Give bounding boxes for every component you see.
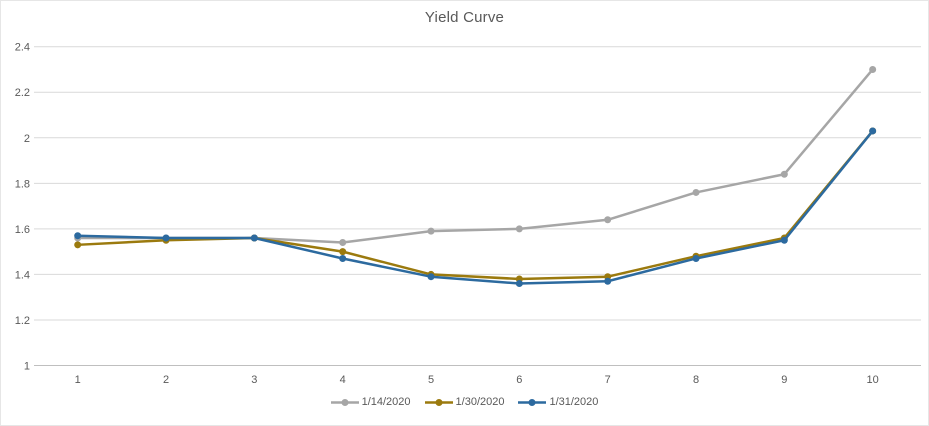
series-marker-1-31-2020 bbox=[162, 234, 170, 242]
y-axis-tick-label: 1.8 bbox=[15, 178, 30, 190]
series-marker-1-31-2020 bbox=[604, 277, 612, 285]
x-axis-tick-label: 1 bbox=[75, 374, 81, 386]
series-line-1-30-2020 bbox=[76, 129, 874, 281]
series-marker-1-14-2020 bbox=[604, 216, 612, 224]
x-axis-tick-label: 2 bbox=[163, 374, 169, 386]
y-axis-tick-label: 2 bbox=[24, 133, 30, 145]
y-axis-tick-label: 1.6 bbox=[15, 224, 30, 236]
series-marker-1-30-2020 bbox=[74, 241, 82, 249]
x-axis-tick-label: 3 bbox=[251, 374, 257, 386]
y-axis-tick-label: 1.2 bbox=[15, 315, 30, 327]
x-axis-tick-label: 6 bbox=[516, 374, 522, 386]
y-axis-tick-label: 2.2 bbox=[15, 87, 30, 99]
series-marker-1-14-2020 bbox=[692, 188, 700, 196]
series-marker-1-14-2020 bbox=[780, 170, 788, 178]
series-line-1-14-2020 bbox=[76, 68, 874, 244]
x-axis-tick-label: 5 bbox=[428, 374, 434, 386]
series-marker-1-14-2020 bbox=[427, 227, 435, 235]
legend-item-label: 1/14/2020 bbox=[361, 396, 411, 408]
series-marker-1-31-2020 bbox=[74, 232, 82, 240]
legend-line-marker-icon bbox=[518, 398, 547, 406]
series-line-1-31-2020 bbox=[76, 129, 874, 285]
series-marker-1-31-2020 bbox=[427, 273, 435, 281]
legend-item-label: 1/31/2020 bbox=[549, 396, 599, 408]
x-axis-tick-label: 4 bbox=[340, 374, 346, 386]
y-axis-tick-label: 1.4 bbox=[15, 269, 30, 281]
series-marker-1-31-2020 bbox=[869, 127, 877, 135]
y-axis-tick-label: 1 bbox=[24, 361, 30, 373]
series-marker-1-30-2020 bbox=[339, 248, 347, 256]
series-marker-1-31-2020 bbox=[250, 234, 258, 242]
legend-line-marker-icon bbox=[330, 398, 359, 406]
series-marker-1-31-2020 bbox=[780, 236, 788, 244]
y-axis-tick-label: 2.4 bbox=[15, 42, 30, 54]
x-axis-tick-label: 9 bbox=[781, 374, 787, 386]
series-marker-1-14-2020 bbox=[339, 239, 347, 247]
legend-item-1-30-2020: 1/30/2020 bbox=[424, 396, 505, 408]
legend-item-1-31-2020: 1/31/2020 bbox=[518, 396, 598, 408]
x-axis-tick-label: 8 bbox=[693, 374, 699, 386]
legend-line-marker-icon bbox=[424, 398, 453, 406]
series-marker-1-14-2020 bbox=[515, 225, 523, 233]
legend-item-label: 1/30/2020 bbox=[455, 396, 505, 408]
series-marker-1-31-2020 bbox=[692, 254, 700, 262]
chart-title: Yield Curve bbox=[424, 9, 505, 26]
series-marker-1-31-2020 bbox=[339, 254, 347, 262]
legend-item-1-14-2020: 1/14/2020 bbox=[330, 396, 411, 408]
series-marker-1-14-2020 bbox=[869, 65, 877, 73]
x-axis-tick-label: 10 bbox=[867, 374, 879, 386]
x-axis-tick-label: 7 bbox=[605, 374, 611, 386]
series-marker-1-31-2020 bbox=[515, 280, 523, 288]
legend: 1/14/2020 1/30/2020 1/31/2020 bbox=[1, 396, 928, 408]
